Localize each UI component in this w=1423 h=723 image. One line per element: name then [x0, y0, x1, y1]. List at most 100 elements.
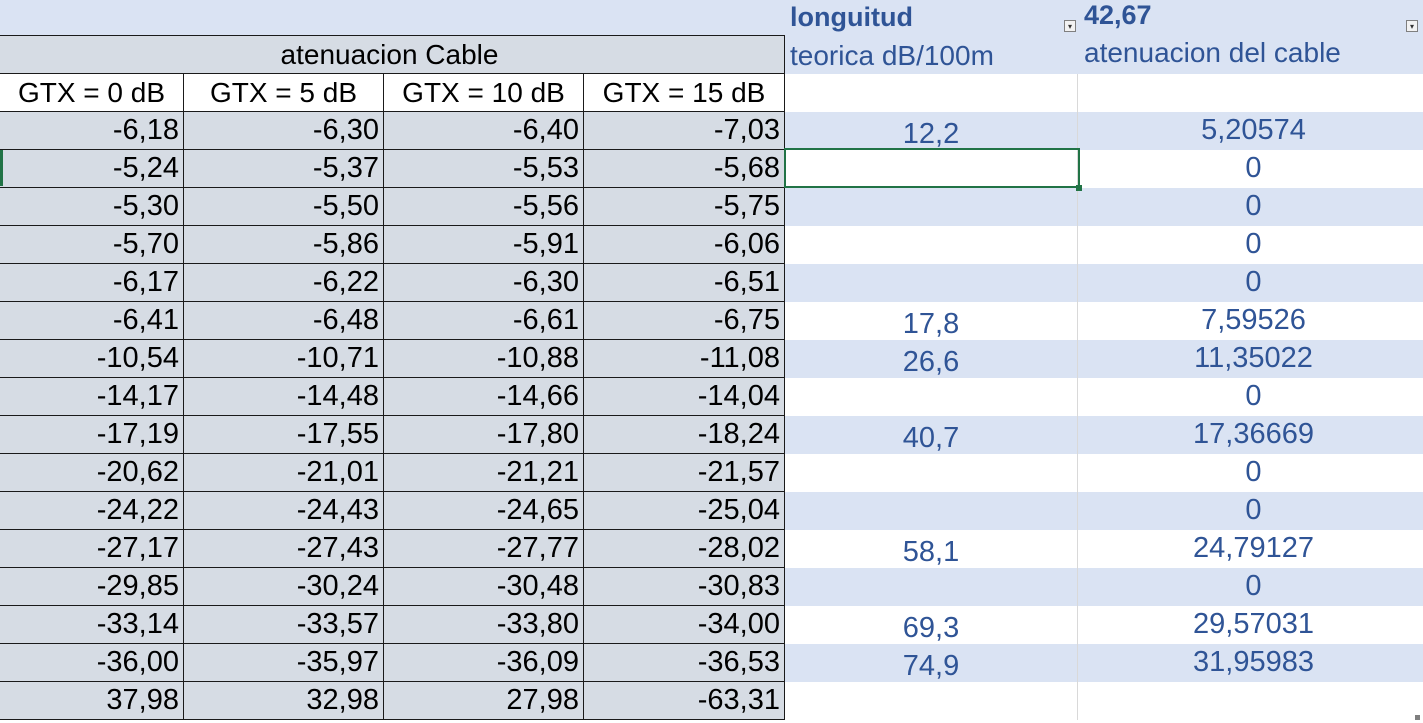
gtx-value-cell[interactable]: -5,24 [0, 150, 184, 188]
gtx-value-cell[interactable]: -6,51 [584, 264, 785, 302]
gtx-value-cell[interactable]: -14,48 [184, 378, 384, 416]
longitud-label-cell[interactable]: longuitud [785, 0, 1078, 36]
gtx-value-cell[interactable]: -25,04 [584, 492, 785, 530]
teorica-value-cell[interactable]: 40,7 [785, 416, 1078, 454]
selected-cell[interactable] [784, 148, 1080, 188]
gtx-value-cell[interactable]: -5,56 [384, 188, 584, 226]
gtx-value-cell[interactable]: -63,31 [584, 682, 785, 720]
gtx-header-5[interactable]: GTX = 5 dB [184, 74, 384, 112]
gtx-value-cell[interactable]: -27,17 [0, 530, 184, 568]
teorica-value-cell[interactable] [785, 188, 1078, 226]
gtx-value-cell[interactable]: -33,14 [0, 606, 184, 644]
gtx-value-cell[interactable]: -6,40 [384, 112, 584, 150]
gtx-value-cell[interactable]: -6,06 [584, 226, 785, 264]
col-atenuacion-header-cell[interactable]: atenuacion del cable [1078, 36, 1423, 74]
gtx-value-cell[interactable]: -10,71 [184, 340, 384, 378]
gtx-header-0[interactable]: GTX = 0 dB [0, 74, 184, 112]
gtx-value-cell[interactable]: -30,83 [584, 568, 785, 606]
resize-handle[interactable] [1415, 715, 1420, 720]
gtx-value-cell[interactable]: -6,61 [384, 302, 584, 340]
gtx-value-cell[interactable]: -24,43 [184, 492, 384, 530]
gtx-value-cell[interactable]: -27,77 [384, 530, 584, 568]
filter-dropdown-longitud[interactable]: ▾ [1064, 20, 1076, 32]
gtx-value-cell[interactable]: -11,08 [584, 340, 785, 378]
gtx-value-cell[interactable]: -36,09 [384, 644, 584, 682]
atenuacion-value-cell[interactable] [1078, 682, 1423, 720]
gtx-value-cell[interactable]: -6,18 [0, 112, 184, 150]
teorica-value-cell[interactable] [785, 682, 1078, 720]
teorica-value-cell[interactable] [785, 378, 1078, 416]
gtx-value-cell[interactable]: -6,41 [0, 302, 184, 340]
gtx-value-cell[interactable]: -18,24 [584, 416, 785, 454]
atenuacion-value-cell[interactable]: 17,36669 [1078, 416, 1423, 454]
gtx-value-cell[interactable]: -24,22 [0, 492, 184, 530]
teorica-value-cell[interactable] [785, 568, 1078, 606]
gtx-value-cell[interactable]: -28,02 [584, 530, 785, 568]
gtx-value-cell[interactable]: -5,50 [184, 188, 384, 226]
gtx-value-cell[interactable]: -36,00 [0, 644, 184, 682]
gtx-value-cell[interactable]: -35,97 [184, 644, 384, 682]
gtx-value-cell[interactable]: 37,98 [0, 682, 184, 720]
gtx-value-cell[interactable]: -14,17 [0, 378, 184, 416]
gtx-value-cell[interactable]: -10,88 [384, 340, 584, 378]
gtx-value-cell[interactable]: -27,43 [184, 530, 384, 568]
atenuacion-value-cell[interactable]: 0 [1078, 378, 1423, 416]
empty-header-cell[interactable] [1078, 74, 1423, 112]
gtx-value-cell[interactable]: -30,48 [384, 568, 584, 606]
teorica-value-cell[interactable]: 69,3 [785, 606, 1078, 644]
gtx-value-cell[interactable]: -6,17 [0, 264, 184, 302]
teorica-value-cell[interactable] [785, 454, 1078, 492]
teorica-value-cell[interactable]: 74,9 [785, 644, 1078, 682]
gtx-value-cell[interactable]: -36,53 [584, 644, 785, 682]
gtx-value-cell[interactable]: -5,30 [0, 188, 184, 226]
atenuacion-value-cell[interactable]: 0 [1078, 150, 1423, 188]
fill-handle[interactable] [1076, 185, 1082, 191]
teorica-value-cell[interactable]: 17,8 [785, 302, 1078, 340]
gtx-value-cell[interactable]: 27,98 [384, 682, 584, 720]
atenuacion-value-cell[interactable]: 0 [1078, 226, 1423, 264]
gtx-value-cell[interactable]: -21,57 [584, 454, 785, 492]
filter-dropdown-value[interactable]: ▾ [1406, 20, 1418, 32]
teorica-value-cell[interactable] [785, 264, 1078, 302]
gtx-value-cell[interactable]: -6,22 [184, 264, 384, 302]
atenuacion-value-cell[interactable]: 0 [1078, 568, 1423, 606]
gtx-value-cell[interactable]: -21,21 [384, 454, 584, 492]
gtx-value-cell[interactable]: -5,91 [384, 226, 584, 264]
atenuacion-value-cell[interactable]: 5,20574 [1078, 112, 1423, 150]
top-banner-left[interactable] [0, 0, 785, 36]
atenuacion-value-cell[interactable]: 0 [1078, 188, 1423, 226]
longitud-value-cell[interactable]: 42,67 [1078, 0, 1423, 36]
gtx-value-cell[interactable]: -5,53 [384, 150, 584, 188]
col-teorica-header-cell[interactable]: teorica dB/100m [785, 36, 1078, 74]
gtx-value-cell[interactable]: -5,68 [584, 150, 785, 188]
gtx-value-cell[interactable]: 32,98 [184, 682, 384, 720]
gtx-value-cell[interactable]: -14,66 [384, 378, 584, 416]
gtx-value-cell[interactable]: -5,37 [184, 150, 384, 188]
gtx-value-cell[interactable]: -20,62 [0, 454, 184, 492]
gtx-value-cell[interactable]: -5,70 [0, 226, 184, 264]
empty-header-cell[interactable] [785, 74, 1078, 112]
teorica-value-cell[interactable] [785, 492, 1078, 530]
gtx-value-cell[interactable]: -24,65 [384, 492, 584, 530]
gtx-header-10[interactable]: GTX = 10 dB [384, 74, 584, 112]
gtx-value-cell[interactable]: -17,19 [0, 416, 184, 454]
gtx-value-cell[interactable]: -21,01 [184, 454, 384, 492]
teorica-value-cell[interactable] [785, 226, 1078, 264]
atenuacion-value-cell[interactable]: 0 [1078, 492, 1423, 530]
teorica-value-cell[interactable]: 26,6 [785, 340, 1078, 378]
section-title-cell[interactable]: atenuacion Cable [0, 36, 785, 74]
gtx-value-cell[interactable]: -6,48 [184, 302, 384, 340]
atenuacion-value-cell[interactable]: 0 [1078, 454, 1423, 492]
gtx-header-15[interactable]: GTX = 15 dB [584, 74, 785, 112]
gtx-value-cell[interactable]: -10,54 [0, 340, 184, 378]
atenuacion-value-cell[interactable]: 7,59526 [1078, 302, 1423, 340]
gtx-value-cell[interactable]: -5,86 [184, 226, 384, 264]
atenuacion-value-cell[interactable]: 11,35022 [1078, 340, 1423, 378]
gtx-value-cell[interactable]: -6,75 [584, 302, 785, 340]
gtx-value-cell[interactable]: -33,57 [184, 606, 384, 644]
gtx-value-cell[interactable]: -30,24 [184, 568, 384, 606]
atenuacion-value-cell[interactable]: 31,95983 [1078, 644, 1423, 682]
gtx-value-cell[interactable]: -6,30 [184, 112, 384, 150]
gtx-value-cell[interactable]: -17,80 [384, 416, 584, 454]
gtx-value-cell[interactable]: -17,55 [184, 416, 384, 454]
